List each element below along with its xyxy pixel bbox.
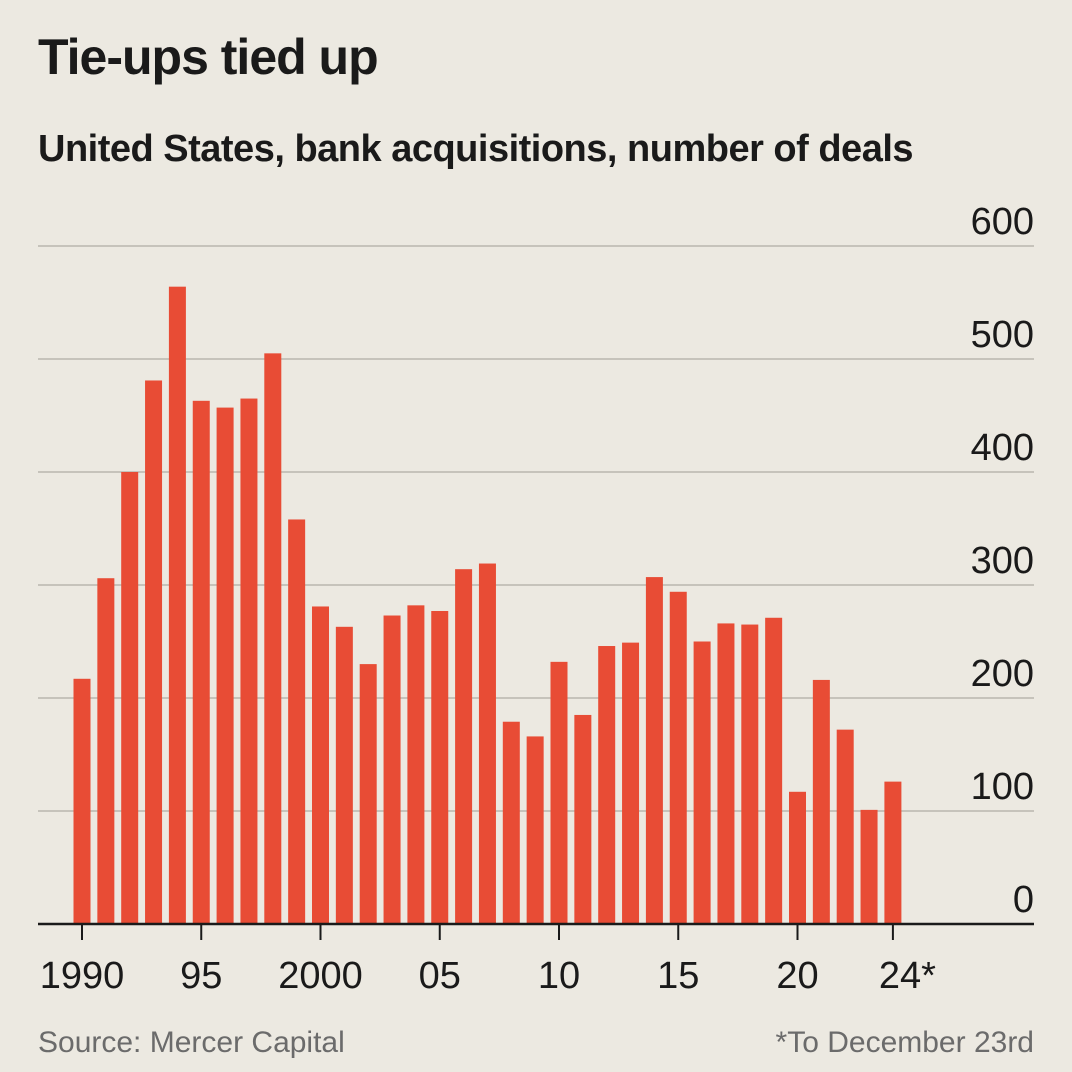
- x-tick-label-20: 20: [776, 955, 818, 997]
- bar-2010: [550, 661, 568, 924]
- bar-2006: [455, 569, 473, 924]
- x-tick-label-10: 10: [538, 955, 580, 997]
- bar-2016: [693, 641, 711, 924]
- x-tick-label-1990: 1990: [40, 955, 125, 997]
- bar-2014: [645, 577, 663, 924]
- bar-2008: [502, 721, 520, 924]
- bar-2002: [359, 664, 377, 924]
- x-tick-label-05: 05: [419, 955, 461, 997]
- source-note: Source: Mercer Capital: [38, 1026, 345, 1059]
- bar-2011: [574, 714, 592, 924]
- bar-2013: [622, 642, 640, 924]
- bar-1995: [192, 400, 210, 924]
- bar-1991: [97, 578, 115, 924]
- bar-1992: [121, 472, 139, 924]
- bar-1993: [145, 380, 163, 925]
- bar-1990: [73, 678, 91, 924]
- y-tick-label-500: 500: [971, 314, 1034, 356]
- x-tick-label-15: 15: [657, 955, 699, 997]
- y-tick-label-0: 0: [1013, 879, 1034, 921]
- bar-1994: [168, 286, 186, 924]
- bar-2005: [431, 610, 449, 924]
- y-tick-label-300: 300: [971, 540, 1034, 582]
- y-tick-label-600: 600: [971, 201, 1034, 243]
- y-tick-label-400: 400: [971, 427, 1034, 469]
- bar-2023: [860, 809, 878, 924]
- bar-2007: [478, 563, 496, 924]
- y-tick-label-200: 200: [971, 653, 1034, 695]
- bar-1999: [288, 519, 306, 924]
- bar-2003: [383, 615, 401, 924]
- bars: [73, 286, 902, 925]
- chart-subtitle: United States, bank acquisitions, number…: [38, 128, 914, 170]
- footnote: *To December 23rd: [775, 1026, 1034, 1059]
- bar-2019: [765, 617, 783, 924]
- bar-2020: [789, 791, 806, 924]
- bar-1998: [264, 353, 282, 925]
- x-tick-label-2000: 2000: [278, 955, 363, 997]
- bar-2021: [812, 679, 830, 924]
- gridlines: [38, 245, 1034, 812]
- bar-2017: [717, 623, 735, 924]
- axes: 0 100 200 300 400 500 600 1990 95 2000 05 10 15 20 24*: [38, 201, 1034, 997]
- bar-1996: [216, 407, 234, 925]
- bar-2009: [526, 736, 544, 924]
- bar-1997: [240, 398, 258, 924]
- bar-2015: [669, 591, 687, 924]
- x-tick-label-95: 95: [180, 955, 222, 997]
- x-tick-label-24*: 24*: [879, 955, 936, 997]
- bar-2024: [884, 781, 902, 924]
- y-tick-label-100: 100: [971, 766, 1034, 808]
- bar-2022: [836, 729, 854, 924]
- bar-2018: [741, 624, 759, 924]
- bar-2004: [407, 605, 425, 924]
- chart-title: Tie-ups tied up: [38, 29, 379, 85]
- bar-2000: [312, 606, 329, 924]
- bar-2001: [335, 626, 353, 924]
- bar-2012: [598, 646, 616, 924]
